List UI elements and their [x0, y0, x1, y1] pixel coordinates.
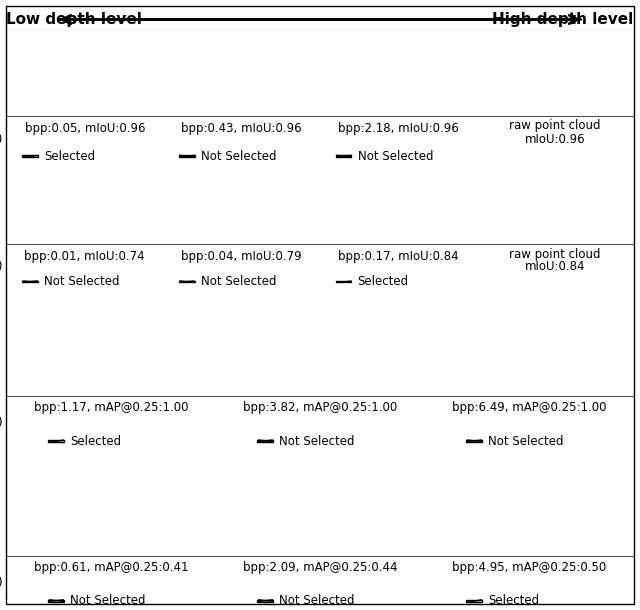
- Text: Not Selected: Not Selected: [201, 150, 276, 163]
- Bar: [257, 600, 273, 601]
- Text: mIoU:0.84: mIoU:0.84: [525, 260, 586, 273]
- Text: bpp:0.43, mIoU:0.96: bpp:0.43, mIoU:0.96: [181, 123, 302, 135]
- Text: Not Selected: Not Selected: [488, 435, 564, 448]
- Text: Selected: Selected: [358, 275, 409, 289]
- Text: bpp:3.82, mAP@0.25:1.00: bpp:3.82, mAP@0.25:1.00: [243, 401, 397, 414]
- Text: bpp:2.09, mAP@0.25:0.44: bpp:2.09, mAP@0.25:0.44: [243, 561, 397, 574]
- Bar: [467, 440, 482, 442]
- Text: bpp:0.61, mAP@0.25:0.41: bpp:0.61, mAP@0.25:0.41: [34, 561, 188, 574]
- Text: Selected: Selected: [488, 594, 540, 608]
- Text: Not Selected: Not Selected: [70, 594, 146, 608]
- Text: Selected: Selected: [70, 435, 122, 448]
- Text: (d): (d): [0, 576, 3, 589]
- Text: High depth level: High depth level: [492, 12, 634, 27]
- Text: Not Selected: Not Selected: [44, 275, 120, 289]
- Bar: [336, 156, 351, 157]
- Text: Not Selected: Not Selected: [279, 435, 355, 448]
- Text: bpp:0.04, mIoU:0.79: bpp:0.04, mIoU:0.79: [181, 250, 302, 264]
- Bar: [257, 440, 273, 442]
- Bar: [336, 281, 351, 282]
- Text: bpp:4.95, mAP@0.25:0.50: bpp:4.95, mAP@0.25:0.50: [452, 561, 606, 574]
- Text: bpp:0.01, mIoU:0.74: bpp:0.01, mIoU:0.74: [24, 250, 145, 264]
- Text: Not Selected: Not Selected: [279, 594, 355, 608]
- Text: (b): (b): [0, 260, 3, 273]
- Text: Not Selected: Not Selected: [201, 275, 276, 289]
- Text: (a): (a): [0, 133, 3, 146]
- Text: Selected: Selected: [44, 150, 95, 163]
- Bar: [467, 600, 482, 601]
- Text: Low depth level: Low depth level: [6, 12, 142, 27]
- Bar: [179, 156, 195, 157]
- Text: bpp:2.18, mIoU:0.96: bpp:2.18, mIoU:0.96: [338, 123, 459, 135]
- Text: bpp:6.49, mAP@0.25:1.00: bpp:6.49, mAP@0.25:1.00: [452, 401, 606, 414]
- Text: (c): (c): [0, 416, 3, 429]
- Text: bpp:1.17, mAP@0.25:1.00: bpp:1.17, mAP@0.25:1.00: [34, 401, 188, 414]
- Text: Not Selected: Not Selected: [358, 150, 433, 163]
- Bar: [22, 156, 38, 157]
- Text: raw point cloud: raw point cloud: [509, 120, 601, 132]
- Text: bpp:0.05, mIoU:0.96: bpp:0.05, mIoU:0.96: [24, 123, 145, 135]
- Bar: [48, 440, 64, 442]
- Text: raw point cloud: raw point cloud: [509, 248, 601, 260]
- Text: bpp:0.17, mIoU:0.84: bpp:0.17, mIoU:0.84: [338, 250, 459, 264]
- Bar: [22, 281, 38, 282]
- Bar: [48, 600, 64, 601]
- Text: mIoU:0.96: mIoU:0.96: [525, 133, 586, 146]
- Bar: [179, 281, 195, 282]
